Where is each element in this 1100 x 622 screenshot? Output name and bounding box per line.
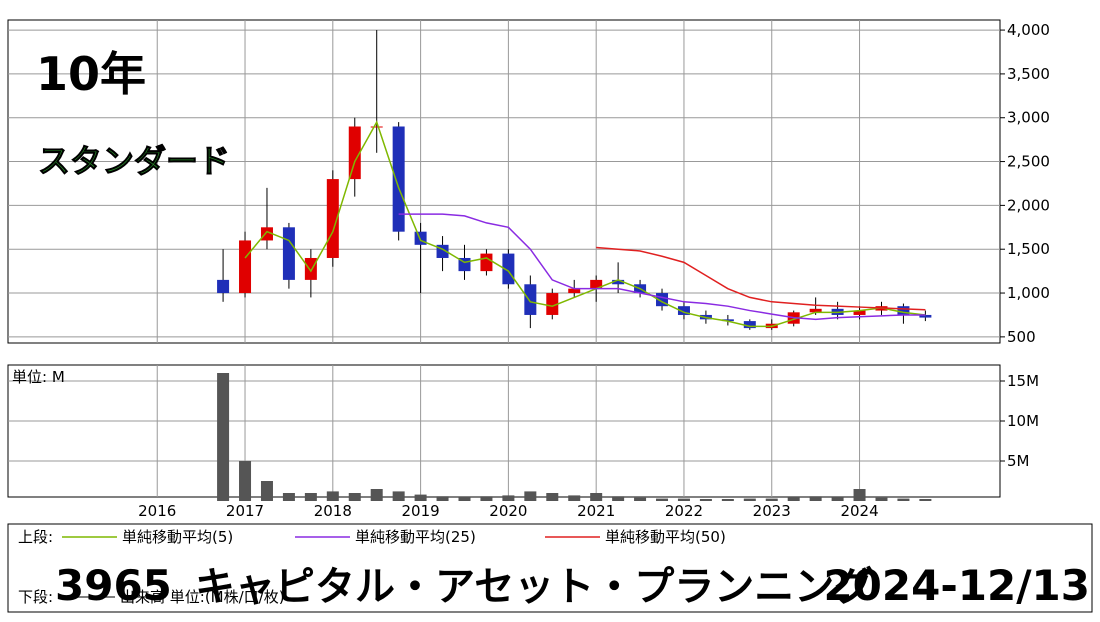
candle-body: [677, 306, 690, 315]
legend-upper-label: 上段:: [18, 528, 53, 546]
unit-label: 単位: M: [12, 368, 65, 386]
y-tick-label: 1,000: [1007, 284, 1050, 302]
x-tick-label: 2024: [840, 502, 878, 520]
candle-body: [392, 126, 405, 232]
x-tick-label: 2019: [402, 502, 440, 520]
volume-bar: [831, 497, 844, 501]
candle-body: [370, 126, 383, 128]
volume-bar: [502, 495, 515, 501]
volume-bar: [524, 491, 537, 501]
candle-body: [809, 308, 822, 313]
candle-body: [568, 288, 581, 294]
candle-body: [282, 227, 295, 280]
y-tick-label: 2,000: [1007, 196, 1050, 214]
y-tick-label: 2,500: [1007, 153, 1050, 171]
y-tick-label: 15M: [1007, 372, 1039, 390]
x-tick-label: 2022: [665, 502, 703, 520]
volume-bar: [699, 499, 712, 501]
candle-body: [260, 227, 273, 241]
candle-body: [721, 319, 734, 322]
candle-body: [897, 306, 910, 315]
candle-body: [919, 314, 932, 318]
candle-body: [853, 310, 866, 315]
volume-bar: [458, 497, 471, 501]
volume-bar: [568, 495, 581, 501]
y-tick-label: 4,000: [1007, 21, 1050, 39]
volume-bar: [282, 493, 295, 501]
x-tick-label: 2018: [314, 502, 352, 520]
volume-bar: [743, 498, 756, 501]
volume-bar: [392, 491, 405, 501]
legend-entry: 単純移動平均(50): [605, 528, 726, 546]
legend-box: [7, 523, 1093, 613]
legend-entry: 単純移動平均(25): [355, 528, 476, 546]
volume-bar: [217, 373, 230, 501]
candle-body: [546, 293, 559, 315]
legend-volume: 出来高 単位:(M株/口/枚): [120, 588, 285, 606]
volume-bar: [787, 497, 800, 501]
volume-bar: [721, 499, 734, 501]
candle-body: [743, 321, 756, 329]
moving-average-line: [244, 120, 926, 328]
volume-bar: [480, 496, 493, 501]
x-tick-label: 2021: [577, 502, 615, 520]
volume-bar: [370, 489, 383, 501]
y-tick-label: 3,000: [1007, 109, 1050, 127]
volume-bar: [239, 461, 252, 501]
market-label: スタンダード: [38, 142, 230, 180]
volume-bar: [414, 494, 427, 501]
volume-bar: [919, 499, 932, 501]
x-tick-label: 2016: [138, 502, 176, 520]
volume-bar: [634, 497, 647, 501]
candle-body: [217, 279, 230, 294]
moving-average-line: [398, 213, 926, 321]
volume-bar: [875, 497, 888, 501]
y-tick-label: 500: [1007, 328, 1036, 346]
volume-bar: [765, 498, 778, 501]
y-tick-label: 3,500: [1007, 65, 1050, 83]
volume-bar: [348, 493, 361, 501]
y-tick-label: 5M: [1007, 452, 1030, 470]
volume-panel: [7, 364, 1001, 498]
y-tick-label: 10M: [1007, 412, 1039, 430]
candle-body: [524, 284, 537, 315]
y-tick-label: 1,500: [1007, 240, 1050, 258]
candle-body: [348, 126, 361, 180]
x-tick-label: 2020: [489, 502, 527, 520]
volume-bar: [897, 498, 910, 501]
moving-average-line: [596, 246, 926, 311]
volume-bar: [546, 493, 559, 501]
legend-lower-label: 下段:: [18, 588, 53, 606]
legend-entry: 単純移動平均(5): [122, 528, 233, 546]
candle-body: [239, 240, 252, 294]
candle-body: [612, 279, 625, 285]
candle-body: [480, 253, 493, 272]
volume-bar: [809, 496, 822, 501]
chart-date: 2024-12/13: [823, 561, 1090, 610]
volume-bar: [853, 489, 866, 501]
candle-body: [304, 257, 317, 280]
x-tick-label: 2017: [226, 502, 264, 520]
stock-name: キャピタル・アセット・プランニング: [195, 564, 874, 610]
volume-bar: [436, 496, 449, 501]
volume-bar: [656, 498, 669, 501]
volume-bar: [326, 491, 339, 501]
volume-bar: [677, 498, 690, 501]
volume-bar: [612, 496, 625, 501]
volume-bar: [260, 481, 273, 501]
x-tick-label: 2023: [753, 502, 791, 520]
volume-bar: [590, 493, 603, 501]
volume-bar: [304, 493, 317, 501]
candle-body: [590, 279, 603, 289]
period-label: 10年: [36, 47, 146, 101]
stock-code: 3965: [55, 561, 172, 610]
